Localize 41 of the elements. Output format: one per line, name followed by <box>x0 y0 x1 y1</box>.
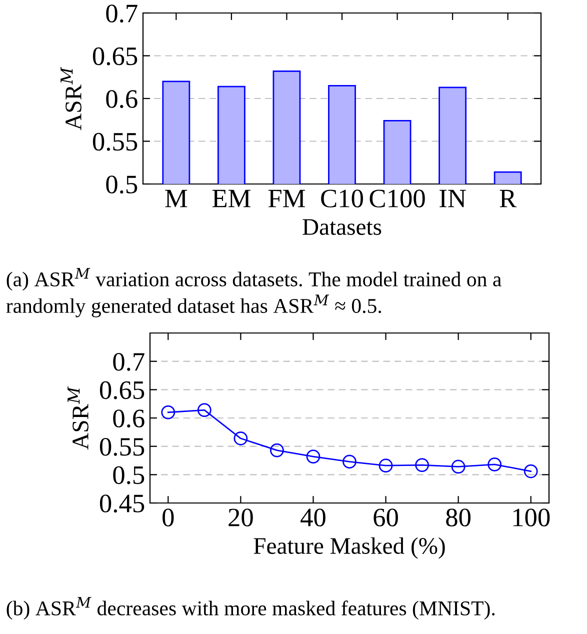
point <box>306 450 320 464</box>
point <box>234 431 248 446</box>
point <box>270 443 284 458</box>
y-tick-label: 0.6 <box>106 90 138 108</box>
y-tick-label: 0.45 <box>100 494 144 513</box>
x-tick-label: FM <box>268 190 306 208</box>
point <box>415 458 429 472</box>
x-tick-label: 80 <box>446 508 471 526</box>
y-tick-label: 0.7 <box>113 352 144 371</box>
point <box>488 458 502 472</box>
point <box>451 460 466 474</box>
x-tick-label: 0 <box>162 508 174 526</box>
text: (b) ASR$^{M}$ decreases with more masked features (MNIST). <box>6 597 495 620</box>
x-tick-label: IN <box>440 190 466 208</box>
x-axis-title: Datasets <box>302 219 382 235</box>
x-tick-label: 100 <box>513 508 550 526</box>
x-tick-label: 60 <box>374 508 398 526</box>
text: (a) ASR$^{M}$ variation across datasets. The model trained on a randomly generated dataset has ASR$^{M}$ ≈ 0.5. <box>6 268 502 318</box>
x-tick-label: C10 <box>321 190 363 208</box>
point <box>161 405 176 420</box>
x-tick-label: EM <box>212 190 250 208</box>
y-tick-label: 0.6 <box>113 410 144 428</box>
y-axis-title: ASR$^{M}$ <box>60 66 82 130</box>
x-tick-label: C100 <box>370 190 425 208</box>
point <box>524 464 538 478</box>
y-tick-label: 0.5 <box>113 466 144 484</box>
point <box>342 454 356 469</box>
y-tick-label: 0.5 <box>106 176 138 194</box>
y-tick-label: 0.65 <box>100 381 144 400</box>
x-tick-label: 40 <box>300 508 326 526</box>
point <box>197 403 212 418</box>
x-tick-label: 20 <box>228 508 253 526</box>
x-tick-label: R <box>500 190 517 208</box>
y-tick-label: 0.55 <box>100 438 144 456</box>
y-tick-label: 0.55 <box>92 132 138 151</box>
x-axis-title: Feature Masked (%) <box>254 537 445 559</box>
point <box>378 458 393 473</box>
y-tick-label: 0.7 <box>106 4 138 23</box>
x-tick-label: M <box>165 190 188 208</box>
y-axis-title: ASR$^{M}$ <box>68 386 88 450</box>
y-tick-label: 0.65 <box>92 47 138 66</box>
